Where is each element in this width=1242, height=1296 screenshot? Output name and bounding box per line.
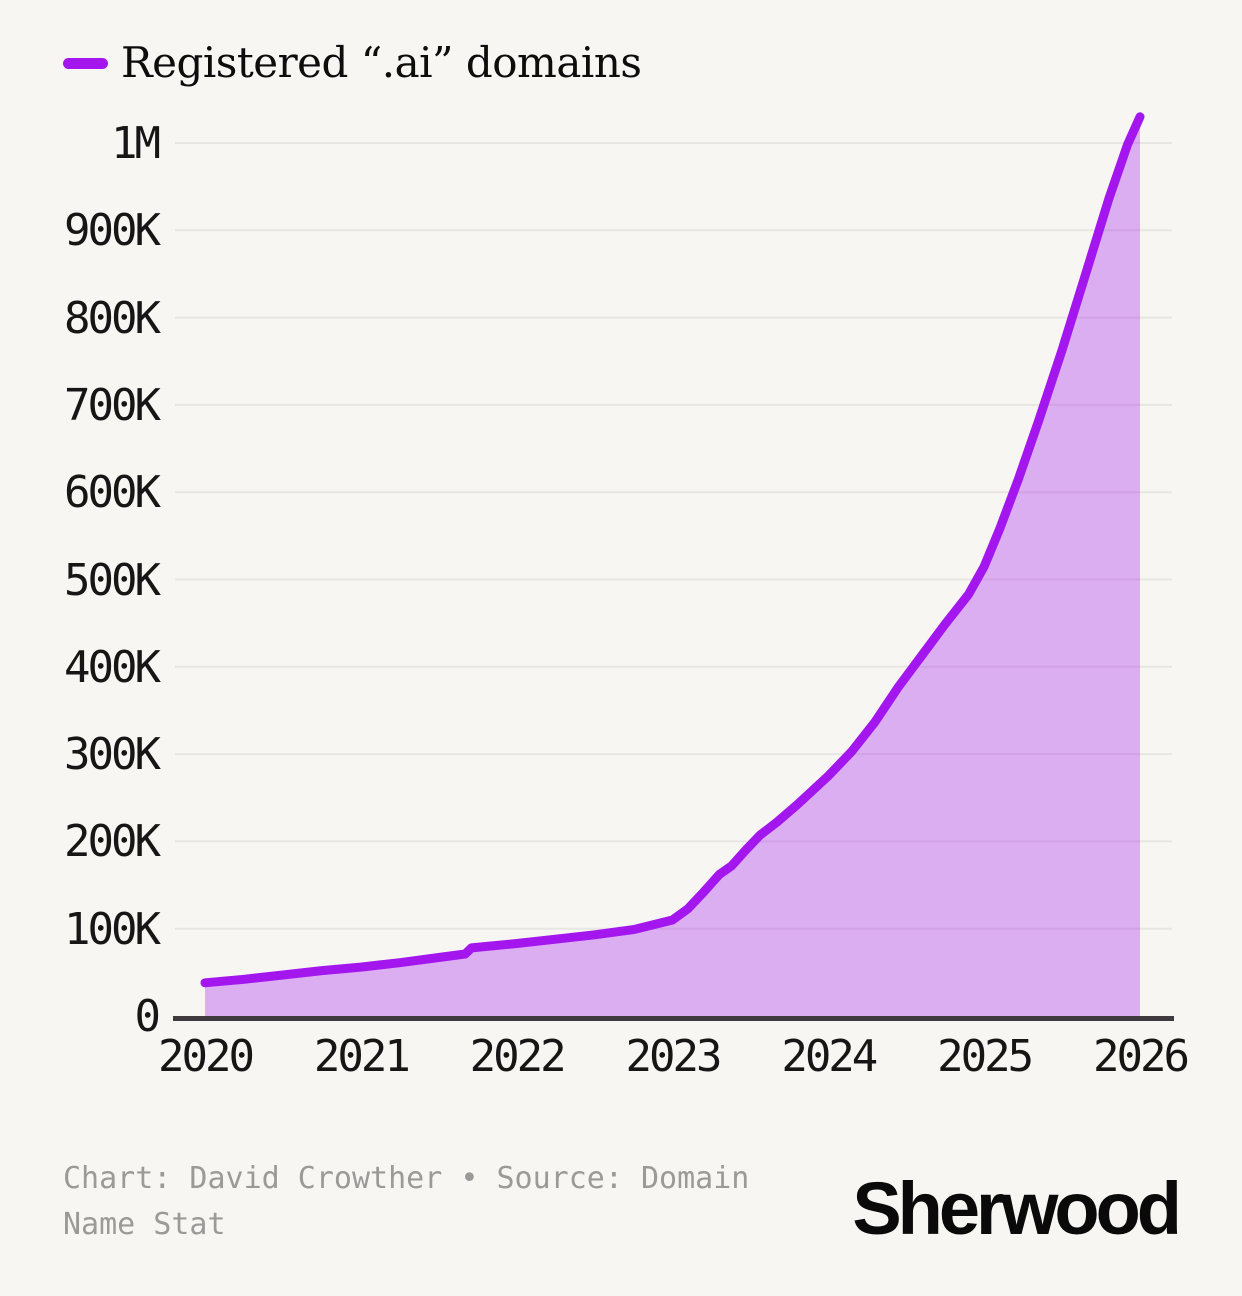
x-axis-label: 2023 bbox=[625, 1031, 723, 1082]
attribution: Chart: David Crowther • Source: Domain N… bbox=[63, 1156, 749, 1248]
y-axis-label: 400K bbox=[64, 641, 161, 693]
area-fill bbox=[205, 116, 1140, 1017]
attribution-line: Chart: David Crowther • Source: Domain bbox=[63, 1161, 750, 1196]
x-axis-label: 2025 bbox=[937, 1031, 1034, 1082]
y-axis-label: 200K bbox=[64, 816, 161, 868]
y-axis-label: 900K bbox=[64, 205, 161, 257]
y-axis-label: 500K bbox=[64, 554, 161, 606]
chart-title: Registered “.ai” domains bbox=[121, 38, 642, 87]
legend-line-swatch bbox=[63, 57, 108, 69]
y-axis-label: 1M bbox=[111, 118, 161, 169]
y-axis-label: 100K bbox=[64, 903, 161, 955]
x-axis-label: 2024 bbox=[781, 1031, 878, 1082]
y-axis-label: 300K bbox=[64, 729, 161, 781]
x-axis-label: 2026 bbox=[1092, 1031, 1190, 1082]
sherwood-logo: Sherwood bbox=[852, 1167, 1182, 1250]
y-axis-label: 0 bbox=[134, 991, 162, 1042]
y-axis-label: 700K bbox=[64, 379, 161, 431]
x-axis-label: 2021 bbox=[313, 1031, 411, 1082]
y-axis-label: 800K bbox=[64, 292, 161, 344]
legend: Registered “.ai” domains bbox=[63, 38, 642, 87]
attribution-line: Name Stat bbox=[63, 1207, 226, 1242]
y-axis-label: 600K bbox=[64, 467, 161, 519]
x-axis-label: 2022 bbox=[469, 1031, 567, 1082]
x-axis-label: 2020 bbox=[158, 1031, 255, 1082]
series-line bbox=[200, 112, 1145, 988]
